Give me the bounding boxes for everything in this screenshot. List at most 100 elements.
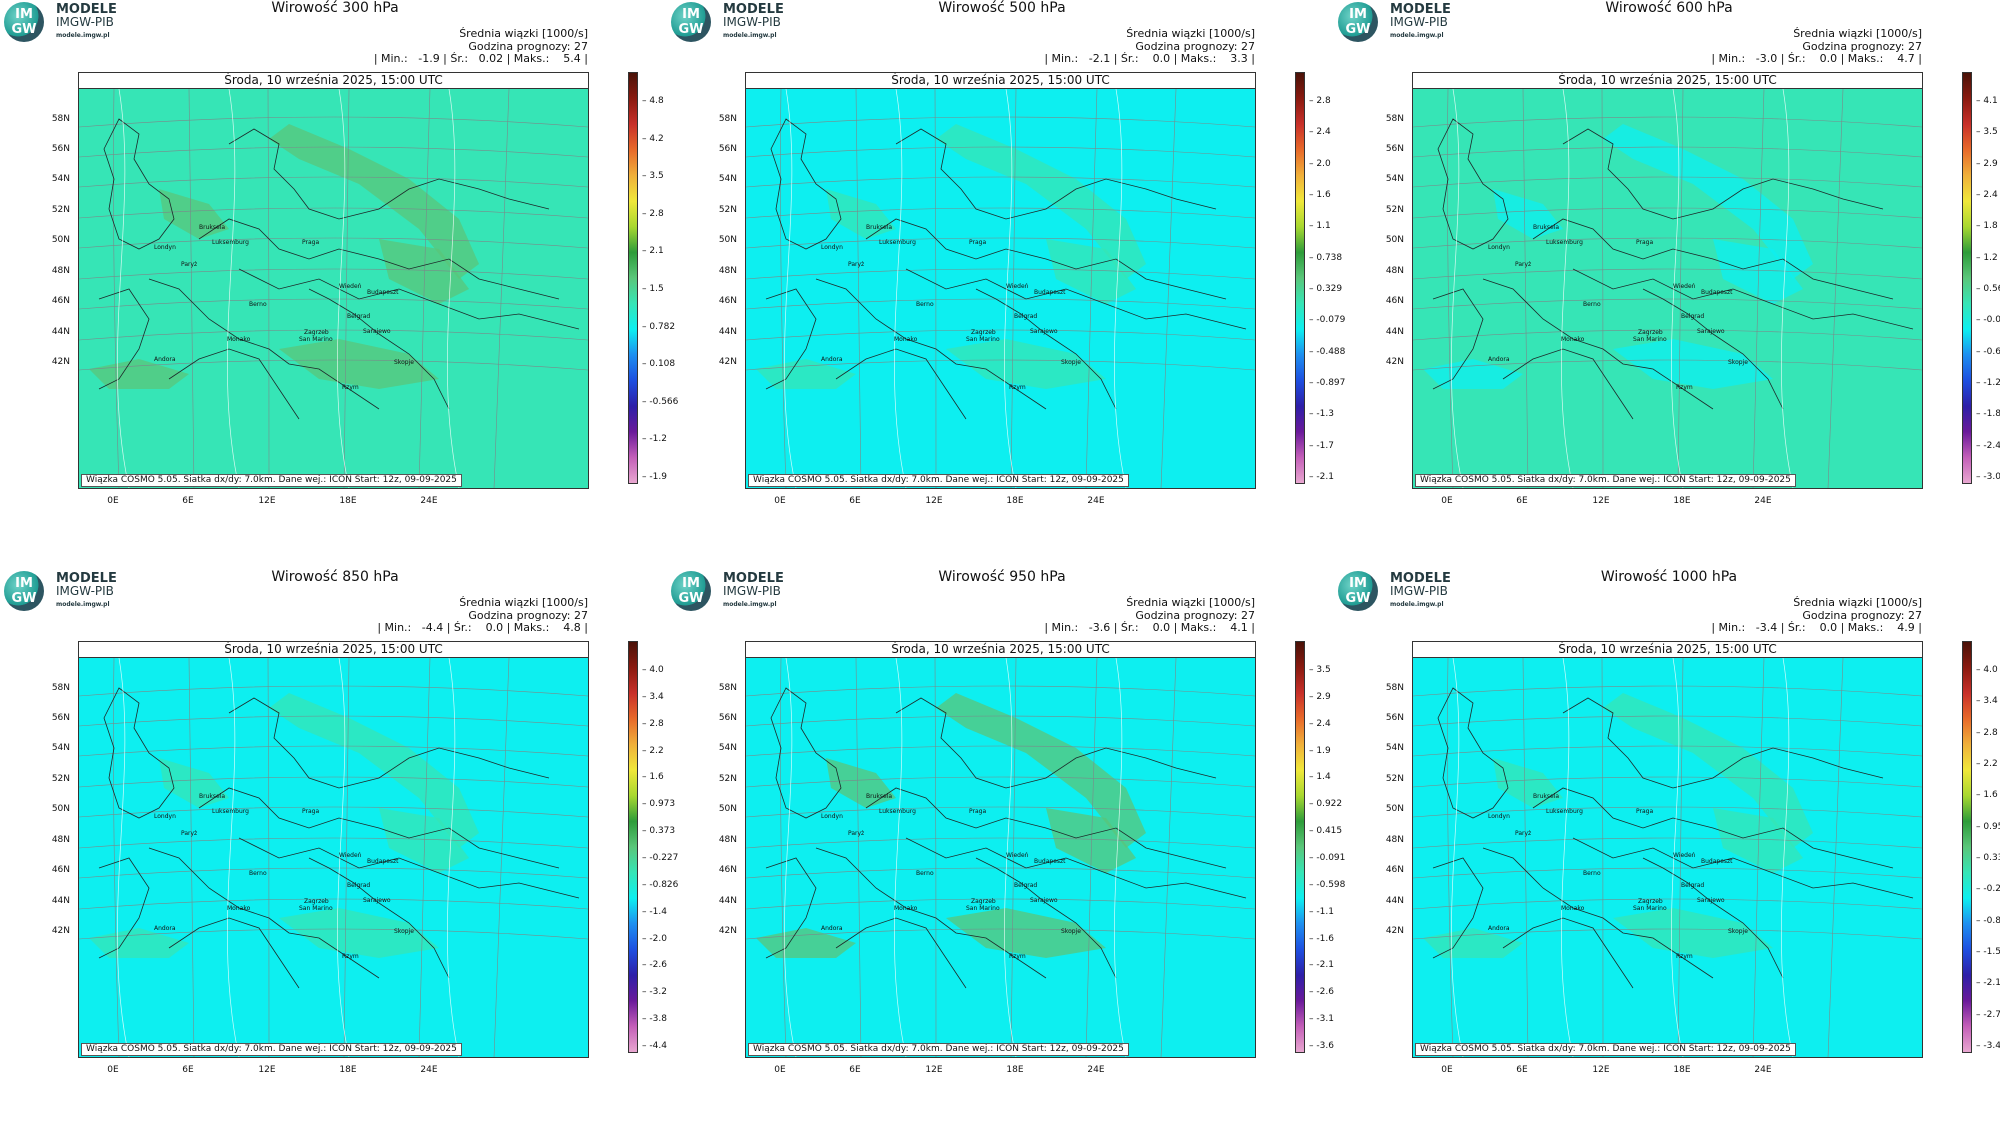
longitude-gridline [934, 89, 937, 488]
longitude-gridline [113, 658, 120, 1057]
latitude-gridline [746, 837, 1255, 849]
brand-url: modele.imgw.pl [56, 601, 110, 608]
colorbar-tick-label: – 1.5 [642, 284, 664, 294]
longitude-label: 0E [107, 1065, 119, 1075]
latitude-gridline [1413, 237, 1922, 249]
country-border [975, 857, 1117, 979]
vorticity-patch [936, 124, 1146, 279]
country-border [1482, 847, 1714, 979]
city-label: Andora [821, 356, 843, 363]
latitude-gridline [1413, 116, 1922, 128]
vorticity-map [1413, 658, 1922, 1057]
latitude-label: 58N [718, 683, 737, 693]
city-label: Andora [1488, 925, 1510, 932]
country-border [1432, 288, 1484, 390]
country-border [228, 128, 550, 220]
colorbar-tick-label: – -3.6 [1309, 1041, 1334, 1051]
geopotential-contour [1004, 89, 1017, 488]
colorbar-tick-label: – 2.8 [642, 718, 664, 729]
colorbar-tick-label: – 2.9 [1976, 158, 1998, 169]
longitude-label: 0E [1441, 496, 1453, 506]
geopotential-contour [894, 658, 907, 1057]
geopotential-contour [784, 658, 797, 1057]
latitude-gridline [746, 207, 1255, 219]
colorbar-tick-label: – 2.0 [1309, 158, 1331, 169]
map-date: Środa, 10 września 2025, 15:00 UTC [746, 642, 1255, 658]
panel-info: Średnia wiązki [1000/s] Godzina prognozy… [377, 596, 588, 635]
country-border [1502, 348, 1634, 420]
city-label: Budapeszt [1701, 858, 1733, 865]
latitude-label: 50N [718, 235, 737, 245]
colorbar [628, 72, 638, 484]
latitude-label: 44N [1385, 896, 1404, 906]
vorticity-patch [379, 239, 469, 304]
colorbar-tick-label: – 3.5 [1309, 665, 1331, 675]
vorticity-patch [826, 189, 896, 239]
latitude-gridline [79, 176, 588, 188]
vorticity-patch [279, 339, 439, 389]
longitude-gridline [493, 89, 510, 488]
stats-label: | Min.: -1.9 | Śr.: 0.02 | Maks.: 5.4 | [373, 52, 588, 65]
longitude-label: 18E [339, 496, 357, 506]
country-border [228, 697, 550, 789]
vorticity-map [1413, 89, 1922, 488]
colorbar-tick-label: – 2.8 [642, 208, 664, 219]
city-label: Andora [1488, 356, 1510, 363]
longitude-gridline [780, 658, 787, 1057]
city-label: Andora [154, 925, 176, 932]
geopotential-contour [1561, 658, 1574, 1057]
brand-name: MODELE [1390, 571, 1451, 586]
country-border [1432, 857, 1484, 959]
city-label: Wiedeń [1673, 852, 1696, 859]
latitude-label: 52N [718, 774, 737, 784]
city-label: Praga [969, 239, 987, 246]
city-label: Zagrzeb [1638, 329, 1663, 336]
country-border [308, 857, 450, 979]
latitude-gridline [1413, 745, 1922, 757]
longitude-label: 18E [1673, 496, 1691, 506]
country-border [1502, 917, 1634, 989]
colorbar-tick-label: – -2.0 [642, 933, 667, 944]
city-label: Berno [916, 301, 934, 308]
country-border [1572, 837, 1914, 899]
city-label: Monako [227, 336, 251, 343]
country-border [975, 288, 1117, 410]
latitude-label: 54N [51, 174, 70, 184]
city-label: Budapeszt [1034, 289, 1066, 296]
latitude-gridline [79, 329, 588, 341]
longitude-label: 0E [107, 496, 119, 506]
latitude-label: 58N [1385, 683, 1404, 693]
map-frame: Środa, 10 września 2025, 15:00 UTC Wiązk… [78, 641, 589, 1058]
latitude-gridline [79, 745, 588, 757]
colorbar-tick-label: – -0.025 [1976, 315, 2000, 326]
colorbar-tick-label: – 1.9 [1309, 745, 1331, 756]
city-label: Andora [154, 356, 176, 363]
city-label: Rzym [1676, 953, 1693, 960]
latitude-gridline [746, 776, 1255, 788]
city-label: Zagrzeb [304, 898, 329, 905]
latitude-gridline [79, 898, 588, 910]
mean-label: Średnia wiązki [1000/s] [1126, 27, 1255, 40]
hour-label: Godzina prognozy: 27 [468, 39, 588, 53]
city-label: Paryż [181, 261, 198, 268]
geopotential-contour [1114, 658, 1127, 1057]
latitude-label: 50N [51, 235, 70, 245]
longitude-gridline [343, 89, 350, 488]
city-label: Rzym [1009, 953, 1026, 960]
city-label: Wiedeń [1673, 283, 1696, 290]
latitude-label: 58N [718, 114, 737, 124]
country-border [1572, 268, 1914, 330]
geopotential-contour [894, 89, 907, 488]
latitude-label: 44N [718, 327, 737, 337]
colorbar-tick-label: – 1.6 [1309, 190, 1331, 200]
city-label: Skopje [394, 359, 414, 366]
colorbar-tick-label: – -1.6 [1309, 933, 1334, 944]
country-border [148, 278, 380, 410]
panel-title: Wirowość 1000 hPa [1600, 569, 1738, 585]
longitude-gridline [1752, 658, 1765, 1057]
city-label: San Marino [1633, 336, 1667, 343]
colorbar-tick-label: – 0.108 [642, 359, 676, 370]
vorticity-patch [946, 339, 1106, 389]
colorbar-tick-label: – 0.738 [1309, 252, 1343, 263]
forecast-panel: IM GW MODELE IMGW-PIB modele.imgw.pl Wiro… [1334, 569, 2000, 1137]
